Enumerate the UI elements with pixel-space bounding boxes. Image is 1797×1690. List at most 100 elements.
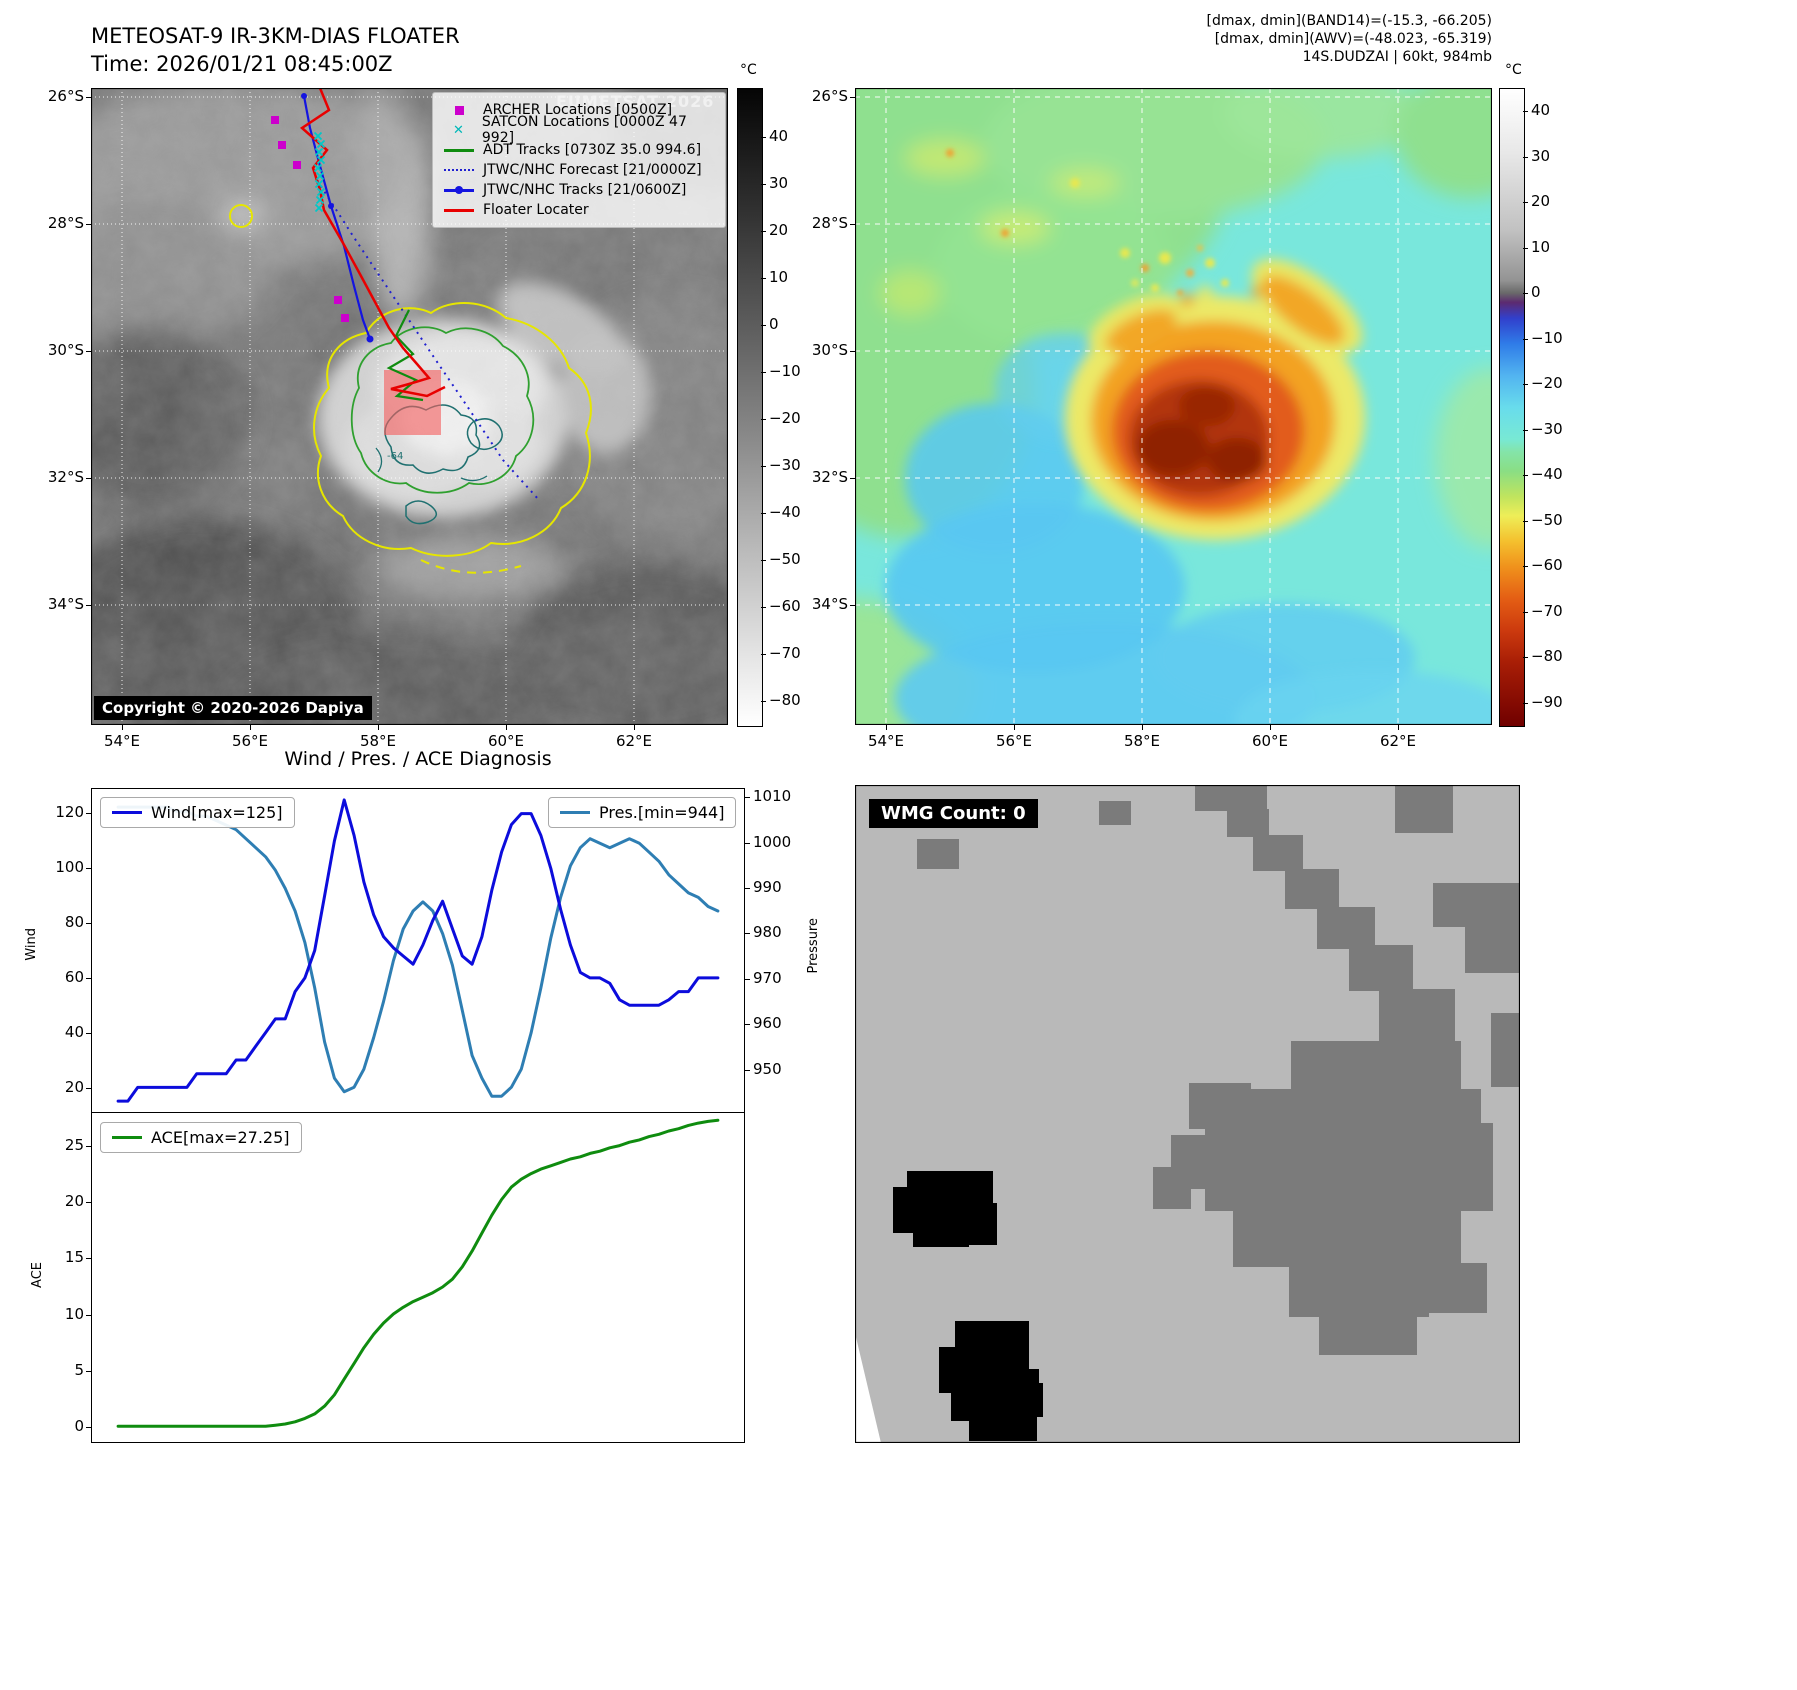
legend-label: ARCHER Locations [0500Z] xyxy=(483,102,673,118)
tick-mark xyxy=(761,278,766,279)
diagnosis-title: Wind / Pres. / ACE Diagnosis xyxy=(284,748,552,770)
tick-mark xyxy=(86,1088,91,1090)
tick-mark xyxy=(761,560,766,561)
tick-mark xyxy=(86,922,91,924)
colorbar-tick-label: 20 xyxy=(769,221,789,239)
archer-location-markers xyxy=(271,116,349,322)
lat-tick-label: 34°S xyxy=(47,595,84,613)
line-legend-marker xyxy=(443,208,475,212)
tick-mark xyxy=(745,888,750,889)
wmg-deep-cold-black-blocks xyxy=(893,1171,1043,1441)
jtwc-track-point xyxy=(366,335,374,343)
y-tick-label: 20 xyxy=(64,1078,84,1097)
y-tick-label: 1000 xyxy=(753,832,792,851)
y-tick-label: 10 xyxy=(64,1304,84,1323)
tick-mark xyxy=(850,351,855,352)
lat-tick-label: 26°S xyxy=(47,87,84,105)
awv-cold-blue-band xyxy=(885,333,1492,725)
ir-map-legend: ARCHER Locations [0500Z] ✕ SATCON Location… xyxy=(432,92,726,228)
colorbar-tick-label: 30 xyxy=(1531,146,1551,165)
tick-mark xyxy=(86,812,91,814)
ace-line-sample xyxy=(112,1136,142,1139)
colorbar-tick-label: −90 xyxy=(1531,692,1563,711)
tick-mark xyxy=(1523,111,1528,112)
tick-mark xyxy=(850,605,855,606)
y-tick-label: 100 xyxy=(55,857,84,876)
wmg-microwave-panel xyxy=(855,785,1520,1443)
tick-mark xyxy=(761,184,766,185)
lon-tick-label: 62°E xyxy=(615,732,653,750)
y-tick-label: 80 xyxy=(64,912,84,931)
square-legend-marker xyxy=(443,105,475,115)
colorbar-tick-label: 0 xyxy=(769,315,779,333)
tick-mark xyxy=(86,1427,91,1429)
colorbar-tick-label: 40 xyxy=(769,127,789,145)
tick-mark xyxy=(761,607,766,608)
ace-legend-label: ACE[max=27.25] xyxy=(151,1128,290,1147)
lat-tick-label: 26°S xyxy=(811,87,848,105)
y-tick-label: 0 xyxy=(74,1417,84,1436)
tick-mark xyxy=(1523,338,1528,340)
tick-mark xyxy=(122,725,123,730)
colorbar-tick-label: −40 xyxy=(1531,465,1563,483)
tick-mark xyxy=(86,1201,91,1203)
lon-tick-label: 62°E xyxy=(1379,732,1417,750)
tick-mark xyxy=(1270,725,1271,730)
tick-mark xyxy=(86,605,91,606)
tick-mark xyxy=(1523,566,1528,567)
legend-item: ✕ SATCON Locations [0000Z 47 992] xyxy=(443,114,715,146)
y-tick-label: 970 xyxy=(753,968,782,987)
series-line xyxy=(116,1118,720,1428)
legend-label: JTWC/NHC Forecast [21/0000Z] xyxy=(483,162,702,178)
tick-mark xyxy=(761,231,766,232)
colorbar-tick-label: −70 xyxy=(769,644,801,662)
legend-item: ARCHER Locations [0500Z] xyxy=(443,100,715,120)
tick-mark xyxy=(745,933,750,935)
colorbar-tick-label: 0 xyxy=(1531,283,1541,301)
tick-mark xyxy=(86,1033,91,1035)
tick-mark xyxy=(1398,725,1399,730)
awv-colorbar xyxy=(1499,88,1525,727)
tick-mark xyxy=(634,725,635,730)
tick-mark xyxy=(761,419,766,420)
colorbar-tick-label: −30 xyxy=(1531,419,1563,438)
legend-item: ADT Tracks [0730Z 35.0 994.6] xyxy=(443,140,715,160)
tick-mark xyxy=(86,478,91,479)
tick-mark xyxy=(1523,384,1528,385)
lon-tick-label: 54°E xyxy=(103,732,141,750)
colorbar-tick-label: −10 xyxy=(769,362,801,380)
legend-label: Floater Locater xyxy=(483,202,589,218)
y-tick-label: 15 xyxy=(64,1248,84,1267)
ir-temperature-contours: -64 xyxy=(229,204,592,574)
lat-tick-label: 28°S xyxy=(47,214,84,232)
pressure-legend: Pres.[min=944] xyxy=(548,797,737,828)
tick-mark xyxy=(745,1069,750,1071)
lon-tick-label: 58°E xyxy=(359,732,397,750)
lat-tick-label: 28°S xyxy=(811,214,848,232)
tick-mark xyxy=(1523,520,1528,522)
ir-title: METEOSAT-9 IR-3KM-DIAS FLOATER Time: 202… xyxy=(91,22,460,78)
awv-header-line2: [dmax, dmin](AWV)=(-48.023, -65.319) xyxy=(1214,31,1492,47)
pressure-line-sample xyxy=(560,811,590,814)
colorbar-tick-label: −50 xyxy=(1531,510,1563,529)
tick-mark xyxy=(1014,725,1015,730)
awv-map-border xyxy=(855,88,1492,725)
colorbar-tick-label: −70 xyxy=(1531,601,1563,620)
ir-colorbar-unit: °C xyxy=(740,62,757,78)
lon-tick-label: 60°E xyxy=(1251,732,1289,750)
y-tick-label: 960 xyxy=(753,1014,782,1033)
ir-map-border xyxy=(91,88,728,725)
tick-mark xyxy=(86,867,91,869)
colorbar-tick-label: −10 xyxy=(1531,328,1563,347)
lat-tick-label: 34°S xyxy=(811,595,848,613)
colorbar-tick-label: 20 xyxy=(1531,192,1551,210)
tick-mark xyxy=(761,466,766,467)
x-legend-marker: ✕ xyxy=(452,122,464,138)
ir-title-line1: METEOSAT-9 IR-3KM-DIAS FLOATER xyxy=(91,24,460,48)
awv-convective-speckles xyxy=(946,149,1229,296)
colorbar-tick-label: −50 xyxy=(769,550,801,568)
lat-tick-label: 30°S xyxy=(811,341,848,359)
colorbar-tick-label: 30 xyxy=(769,174,789,192)
ir-title-line2: Time: 2026/01/21 08:45:00Z xyxy=(91,52,393,76)
ace-chart xyxy=(91,1113,745,1443)
